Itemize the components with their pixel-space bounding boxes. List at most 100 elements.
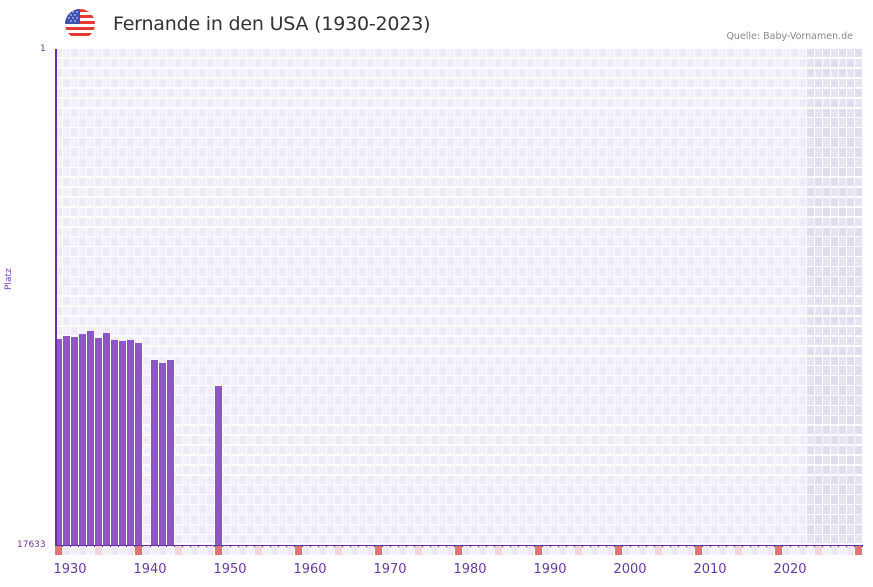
year-marker: [847, 546, 854, 555]
year-marker: [815, 546, 822, 555]
year-marker: [143, 546, 150, 555]
year-marker: [375, 546, 382, 555]
year-marker: [591, 546, 598, 555]
year-marker: [63, 546, 70, 555]
x-tick-1940: 1940: [133, 562, 167, 577]
year-marker: [407, 546, 414, 555]
x-tick-2020: 2020: [773, 562, 807, 577]
year-marker: [215, 546, 222, 555]
x-tick-1930: 1930: [53, 562, 87, 577]
year-marker: [415, 546, 422, 555]
bar-1928[interactable]: [55, 338, 62, 545]
source-credit: Quelle: Baby-Vornamen.de: [726, 31, 853, 42]
bar-1935[interactable]: [111, 339, 118, 545]
year-marker: [431, 546, 438, 555]
year-marker: [79, 546, 86, 555]
bar-1940[interactable]: [151, 360, 158, 545]
bar-1942[interactable]: [167, 360, 174, 545]
bar-1934[interactable]: [103, 333, 110, 545]
year-marker: [639, 546, 646, 555]
year-marker: [439, 546, 446, 555]
year-marker: [759, 546, 766, 555]
year-marker: [343, 546, 350, 555]
year-marker: [255, 546, 262, 555]
year-marker: [695, 546, 702, 555]
year-marker: [447, 546, 454, 555]
year-marker: [279, 546, 286, 555]
bar-1938[interactable]: [135, 342, 142, 545]
year-marker: [199, 546, 206, 555]
x-tick-1960: 1960: [293, 562, 327, 577]
year-marker: [119, 546, 126, 555]
year-marker: [479, 546, 486, 555]
year-marker: [535, 546, 542, 555]
year-marker: [327, 546, 334, 555]
x-tick-2000: 2000: [613, 562, 647, 577]
year-marker: [671, 546, 678, 555]
year-marker: [159, 546, 166, 555]
year-marker: [127, 546, 134, 555]
year-marker: [55, 546, 62, 555]
bar-1948[interactable]: [215, 386, 222, 545]
year-marker: [183, 546, 190, 555]
bar-1941[interactable]: [159, 363, 166, 545]
year-marker: [455, 546, 462, 555]
year-marker: [855, 546, 862, 555]
year-marker: [519, 546, 526, 555]
year-marker: [487, 546, 494, 555]
year-marker: [511, 546, 518, 555]
bar-1936[interactable]: [119, 340, 126, 545]
bar-1929[interactable]: [63, 335, 70, 545]
year-marker: [767, 546, 774, 555]
year-marker: [303, 546, 310, 555]
year-marker: [687, 546, 694, 555]
year-marker: [623, 546, 630, 555]
year-marker: [271, 546, 278, 555]
year-marker: [551, 546, 558, 555]
year-marker: [791, 546, 798, 555]
year-marker: [799, 546, 806, 555]
x-axis-line: [55, 545, 863, 547]
year-marker: [471, 546, 478, 555]
year-marker: [775, 546, 782, 555]
year-marker: [615, 546, 622, 555]
year-marker: [87, 546, 94, 555]
year-marker: [367, 546, 374, 555]
bar-1933[interactable]: [95, 337, 102, 545]
year-marker: [175, 546, 182, 555]
x-tick-1980: 1980: [453, 562, 487, 577]
year-marker: [703, 546, 710, 555]
year-marker: [567, 546, 574, 555]
year-marker: [495, 546, 502, 555]
year-marker: [783, 546, 790, 555]
year-marker: [543, 546, 550, 555]
year-marker: [751, 546, 758, 555]
year-marker: [559, 546, 566, 555]
year-marker: [239, 546, 246, 555]
x-tick-1950: 1950: [213, 562, 247, 577]
year-marker: [207, 546, 214, 555]
chart-title: Fernande in den USA (1930-2023): [113, 13, 431, 35]
year-marker: [735, 546, 742, 555]
year-marker: [295, 546, 302, 555]
year-marker: [191, 546, 198, 555]
year-marker: [823, 546, 830, 555]
x-tick-2010: 2010: [693, 562, 727, 577]
year-marker: [631, 546, 638, 555]
year-marker: [263, 546, 270, 555]
year-marker: [351, 546, 358, 555]
bar-1937[interactable]: [127, 339, 134, 545]
year-marker: [831, 546, 838, 555]
plot-area: [55, 49, 863, 547]
bar-1931[interactable]: [79, 333, 86, 545]
year-marker: [719, 546, 726, 555]
y-axis-line: [55, 49, 57, 545]
year-marker: [807, 546, 814, 555]
year-marker: [287, 546, 294, 555]
bar-1930[interactable]: [71, 337, 78, 545]
year-marker: [463, 546, 470, 555]
bar-1932[interactable]: [87, 331, 94, 545]
year-marker: [383, 546, 390, 555]
y-axis-title: Platz: [4, 268, 14, 290]
year-marker: [399, 546, 406, 555]
